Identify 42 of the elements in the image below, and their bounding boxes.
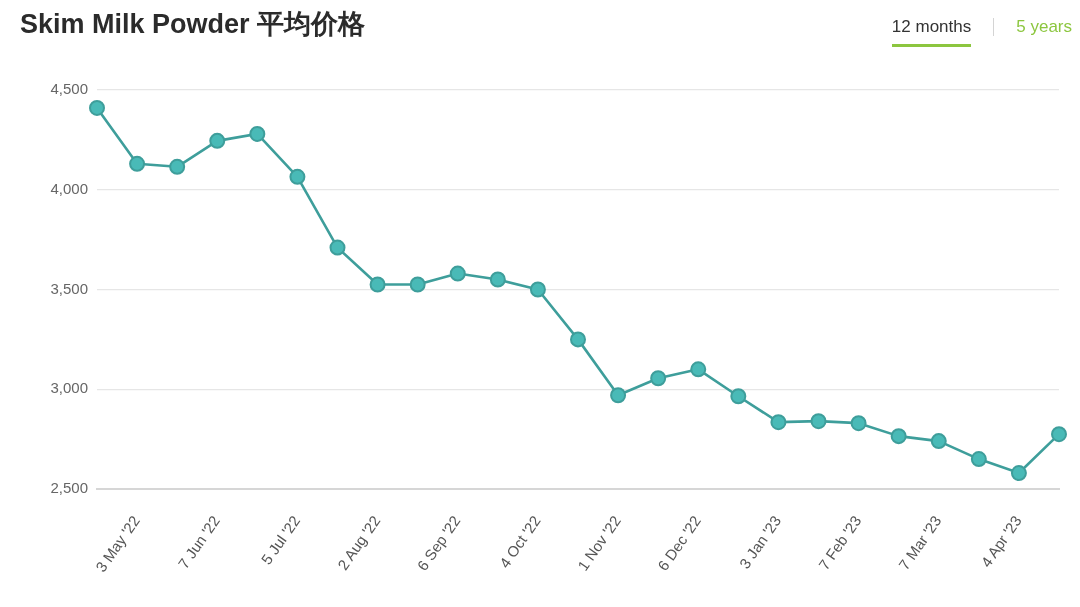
y-tick-label: 2,500	[50, 479, 88, 497]
point	[409, 276, 426, 293]
point	[89, 99, 105, 116]
point	[890, 428, 907, 445]
x-tick-label: 4 Oct '22	[495, 512, 544, 571]
point	[650, 370, 667, 387]
point	[570, 331, 586, 348]
text: 5 years	[1016, 16, 1072, 38]
x-tick-label: 7 Jun '22	[174, 512, 224, 572]
point	[850, 415, 867, 432]
point	[449, 265, 466, 282]
x-tick-label: 6 Sep '22	[413, 512, 464, 574]
point	[529, 281, 546, 298]
point	[610, 387, 627, 404]
x-tick-label: 6 Dec '22	[654, 512, 705, 574]
y-tick-label: 4,000	[50, 179, 88, 197]
point	[369, 276, 386, 293]
point	[129, 155, 146, 172]
point	[489, 271, 506, 288]
point	[209, 132, 226, 149]
point	[169, 158, 186, 175]
point	[730, 388, 747, 405]
point	[289, 168, 306, 185]
y-tick-label: 4,500	[50, 80, 88, 98]
x-tick-label: 5 Jul '22	[257, 512, 304, 568]
point	[1010, 465, 1027, 482]
point	[249, 125, 266, 142]
x-tick-label: 7 Mar '23	[895, 512, 945, 574]
point	[810, 413, 827, 430]
chart-title: Skim Milk Powder 平均价格	[20, 8, 366, 41]
x-tick-label: 7 Feb '23	[814, 512, 865, 574]
point	[690, 361, 707, 378]
point	[970, 451, 987, 468]
text: 12 months	[891, 16, 972, 47]
x-tick-label: 3 Jan '23	[735, 512, 785, 572]
point	[329, 239, 346, 256]
point	[930, 433, 947, 450]
y-tick-label: 3,500	[50, 279, 88, 297]
point	[1051, 426, 1067, 443]
x-tick-label: 4 Apr '23	[977, 512, 1025, 571]
point	[770, 414, 787, 431]
y-tick-label: 3,000	[50, 379, 88, 397]
